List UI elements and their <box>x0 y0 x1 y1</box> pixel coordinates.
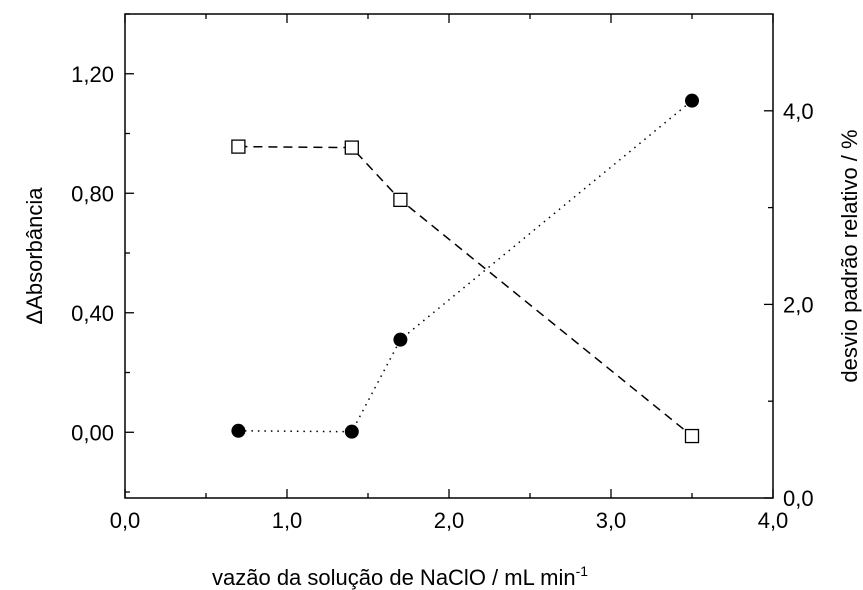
x-axis-ticks: 0,0 1,0 2,0 3,0 4,0 <box>110 14 789 533</box>
x-axis-title-superscript: -1 <box>576 563 589 579</box>
rsd-point <box>231 139 246 154</box>
rsd-point <box>684 428 700 444</box>
y-right-tick-label: 2,0 <box>783 292 814 317</box>
series-group <box>231 93 700 444</box>
absorbance-point <box>344 424 359 439</box>
y-right-axis-title: desvio padrão relativo / % <box>837 129 862 382</box>
y-left-tick-label: 1,20 <box>71 62 114 87</box>
y-right-axis-ticks: 0,0 2,0 4,0 <box>764 99 814 511</box>
x-tick-label: 4,0 <box>758 508 789 533</box>
x-tick-label: 0,0 <box>110 508 141 533</box>
x-tick-label: 1,0 <box>272 508 303 533</box>
x-axis-title: vazão da solução de NaClO / mL min-1 <box>212 563 588 590</box>
x-tick-label: 3,0 <box>596 508 627 533</box>
y-left-axis-ticks: 0,00 0,40 0,80 1,20 <box>71 13 134 493</box>
y-left-axis-title: ΔAbsorbância <box>22 187 47 325</box>
rsd-point <box>393 192 408 208</box>
x-tick-label: 2,0 <box>434 508 465 533</box>
absorbance-point <box>231 423 246 438</box>
y-right-tick-label: 4,0 <box>783 99 814 124</box>
rsd-point <box>344 140 359 155</box>
y-left-tick-label: 0,40 <box>71 301 114 326</box>
y-left-tick-label: 0,00 <box>71 420 114 445</box>
absorbance-point <box>393 332 408 347</box>
y-right-tick-label: 0,0 <box>783 486 814 511</box>
series-line-absorbance <box>238 100 693 433</box>
plot-frame <box>124 13 774 499</box>
y-left-tick-label: 0,80 <box>71 181 114 206</box>
absorbance-point <box>685 93 699 108</box>
x-axis-title-text: vazão da solução de NaClO / mL min <box>212 565 576 590</box>
series-line-rsd <box>238 145 693 437</box>
